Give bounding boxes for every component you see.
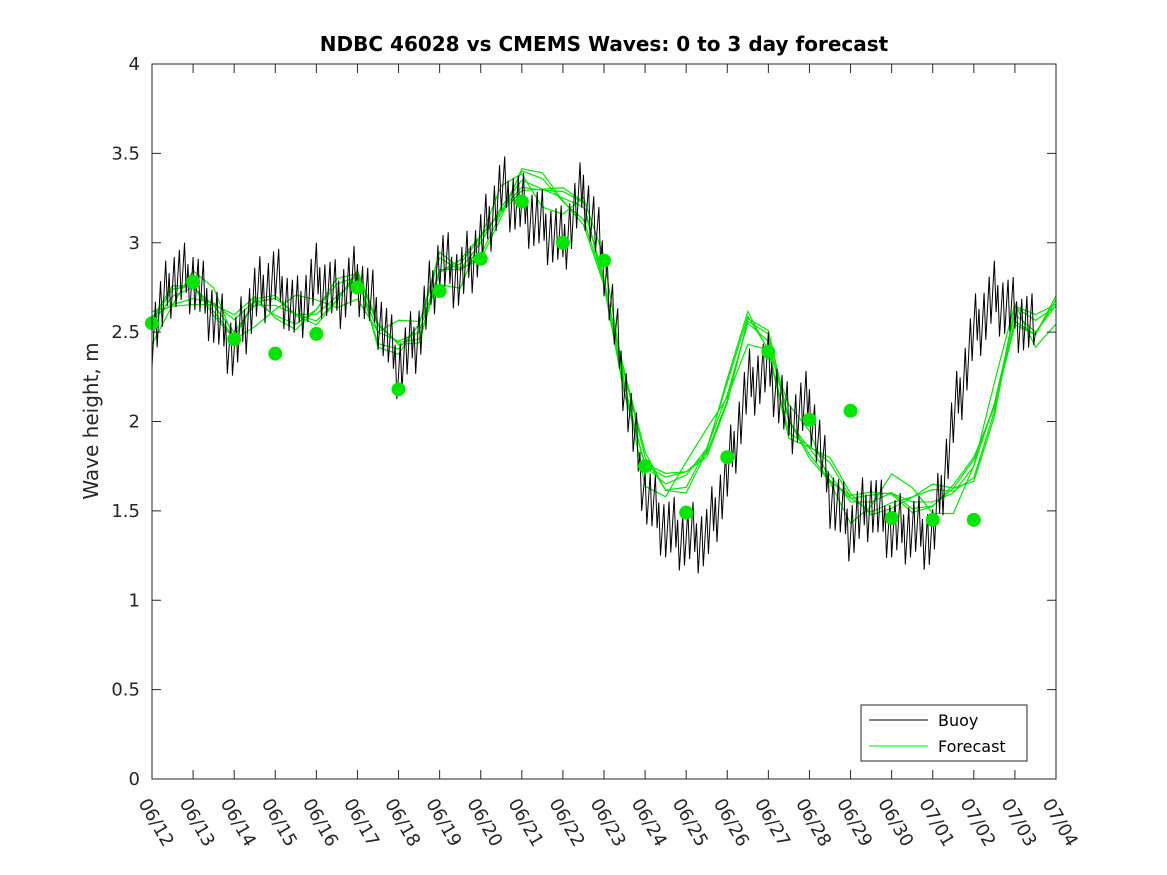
daily-marker [925, 512, 940, 527]
plot-frame [151, 63, 1057, 780]
y-tick-label: 1 [129, 590, 140, 611]
x-tick-label: 07/01 [914, 795, 958, 850]
chart-title: NDBC 46028 vs CMEMS Waves: 0 to 3 day fo… [320, 32, 889, 56]
x-tick-label: 06/15 [257, 795, 301, 850]
y-tick-label: 0 [129, 769, 140, 790]
y-tick-label: 2 [129, 412, 140, 433]
x-tick-label: 07/04 [1038, 795, 1082, 850]
legend-buoy-label: Buoy [938, 711, 978, 730]
daily-marker [555, 235, 570, 250]
daily-marker [350, 280, 365, 295]
daily-marker [843, 403, 858, 418]
forecast-line [151, 172, 1057, 525]
daily-marker [720, 450, 735, 465]
y-tick-label: 0.5 [111, 680, 140, 701]
x-tick-label: 06/26 [709, 795, 753, 850]
y-axis-label: Wave height, m [79, 342, 103, 499]
x-tick-label: 06/24 [627, 795, 671, 850]
x-tick-label: 06/12 [134, 795, 178, 850]
x-tick-label: 06/19 [421, 795, 465, 850]
x-tick-label: 06/18 [380, 795, 424, 850]
daily-marker [186, 275, 201, 290]
x-tick-label: 07/03 [997, 795, 1041, 850]
x-tick-label: 06/30 [873, 795, 917, 850]
daily-marker [884, 511, 899, 526]
x-tick-label: 06/14 [216, 795, 260, 850]
y-tick-label: 3 [129, 233, 140, 254]
x-tick-label: 06/27 [750, 795, 794, 850]
buoy-line [151, 156, 1036, 574]
x-tick-label: 06/20 [462, 795, 506, 850]
daily-marker [391, 382, 406, 397]
daily-marker [802, 412, 817, 427]
forecast-line [151, 168, 1057, 516]
x-tick-label: 06/22 [545, 795, 589, 850]
daily-marker [638, 459, 653, 474]
forecast-line [151, 187, 1057, 514]
x-tick-label: 06/17 [339, 795, 383, 850]
daily-marker [309, 326, 324, 341]
series-layer [151, 156, 1057, 574]
daily-marker [473, 251, 488, 266]
daily-marker [679, 505, 694, 520]
marker-layer [145, 194, 981, 527]
legend: Buoy Forecast [860, 704, 1028, 762]
forecast-line [151, 170, 1057, 513]
x-tick-label: 06/13 [175, 795, 219, 850]
x-tick-label: 06/29 [832, 795, 876, 850]
y-tick-label: 4 [129, 54, 140, 75]
y-tick-label: 2.5 [111, 322, 140, 343]
legend-forecast-label: Forecast [938, 737, 1006, 756]
daily-marker [597, 253, 611, 268]
daily-marker [268, 346, 283, 361]
x-tick-label: 06/21 [503, 795, 547, 850]
daily-marker [227, 332, 242, 347]
y-tick-label: 1.5 [111, 501, 140, 522]
x-tick-label: 06/23 [586, 795, 630, 850]
x-tick-label: 07/02 [955, 795, 999, 850]
daily-marker [432, 284, 447, 299]
forecast-line [151, 179, 1057, 503]
daily-marker [761, 344, 776, 359]
x-tick-label: 06/28 [791, 795, 835, 850]
daily-marker [514, 194, 529, 209]
forecast-line [151, 186, 1057, 510]
legend-box [860, 704, 1028, 762]
x-tick-label: 06/25 [668, 795, 712, 850]
y-tick-label: 3.5 [111, 143, 140, 164]
daily-marker [966, 512, 981, 527]
x-tick-label: 06/16 [298, 795, 342, 850]
